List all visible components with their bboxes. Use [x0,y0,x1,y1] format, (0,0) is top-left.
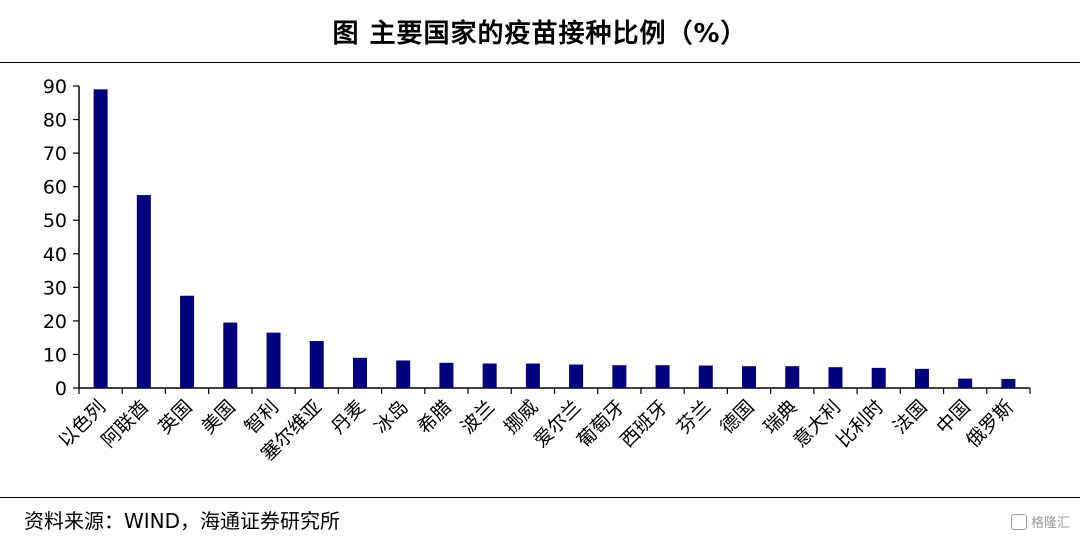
y-axis: 0 10 20 30 40 50 60 70 80 90 [43,76,80,400]
bar [223,322,238,388]
chart-title: 图 主要国家的疫苗接种比例（%） [332,18,748,49]
title-bar: 图 主要国家的疫苗接种比例（%） [0,0,1080,62]
y-tick-label: 0 [55,378,67,400]
y-tick-label: 60 [43,177,67,199]
x-tick-label: 西班牙 [616,396,672,452]
footer-rule [0,497,1080,498]
watermark: 格隆汇 [1010,512,1070,531]
y-tick-label: 40 [43,244,67,266]
x-tick-label: 意大利 [789,396,845,452]
x-tick-label: 冰岛 [370,396,412,438]
y-tick-label: 10 [43,344,67,366]
bar [396,360,411,388]
y-tick-label: 70 [43,143,67,165]
bar [742,366,757,388]
y-tick-label: 20 [43,311,67,333]
x-tick-label: 丹麦 [327,396,369,438]
bar [698,365,713,388]
bar [482,363,497,388]
x-tick-label: 葡萄牙 [573,396,629,452]
bar [958,378,973,388]
y-tick-label: 50 [43,210,67,232]
bar [612,365,627,388]
x-tick-label: 希腊 [414,396,456,438]
source-note: 资料来源：WIND，海通证券研究所 [24,509,341,533]
x-tick-label: 比利时 [832,396,888,452]
bar [352,357,367,388]
title-rule [0,62,1080,63]
bar [1001,378,1016,388]
bar [525,363,540,388]
x-axis [78,387,1031,394]
bar [655,365,670,388]
watermark-logo-icon [1010,513,1027,530]
x-tick-labels: 以色列阿联酋 英国 美国 智利塞尔维亚 丹麦 冰岛 希腊 波兰 挪威爱尔兰葡萄牙西班牙 芬兰 德国瑞… [54,396,1018,465]
x-tick-label: 德国 [716,396,758,438]
x-tick-label: 英国 [154,396,196,438]
bar [93,89,108,388]
bar [439,362,454,388]
x-tick-label: 波兰 [457,396,499,438]
bar [569,364,584,388]
bar [180,295,195,388]
bar [828,367,843,388]
y-tick-label: 30 [43,277,67,299]
bar [785,366,800,388]
watermark-text: 格隆汇 [1030,516,1070,531]
x-tick-label: 阿联酋 [98,396,154,452]
bar [871,367,886,388]
x-tick-label: 美国 [197,396,239,438]
x-tick-label: 以色列 [54,396,110,452]
y-tick-label: 80 [43,110,67,132]
bar [914,368,929,388]
bars [93,89,1016,388]
bar [309,341,324,388]
bar [136,195,151,388]
x-tick-label: 法国 [889,396,931,438]
y-tick-label: 90 [43,76,67,98]
x-tick-label: 俄罗斯 [962,396,1018,452]
x-tick-label: 芬兰 [673,396,715,438]
x-tick-label: 爱尔兰 [530,396,586,452]
bar [266,332,281,388]
